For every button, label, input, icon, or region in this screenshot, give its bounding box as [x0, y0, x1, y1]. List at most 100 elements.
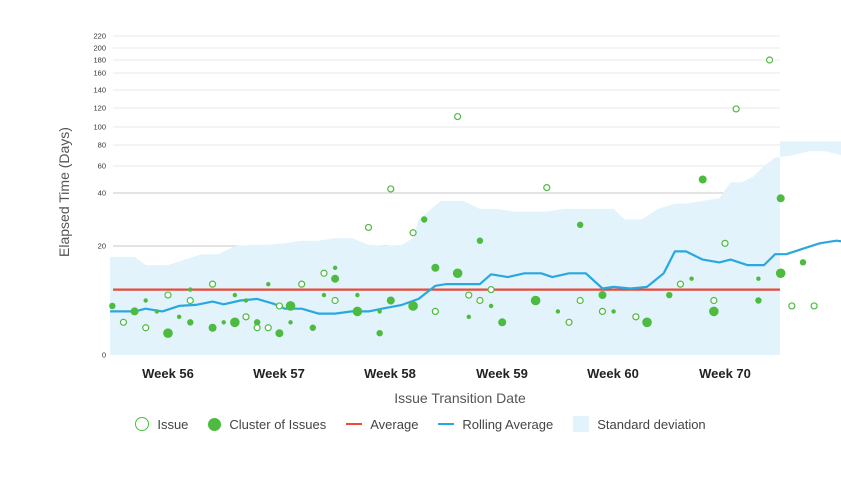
- small-issue-dot[interactable]: [756, 276, 761, 281]
- legend-average[interactable]: Average: [346, 417, 418, 432]
- cluster-point[interactable]: [352, 306, 363, 317]
- y-tick-label: 20: [98, 242, 106, 251]
- legend-rolling[interactable]: Rolling Average: [438, 417, 553, 432]
- issue-point[interactable]: [565, 318, 573, 326]
- small-issue-dot[interactable]: [488, 303, 494, 309]
- small-issue-dot[interactable]: [266, 281, 271, 287]
- small-issue-dot[interactable]: [332, 265, 338, 270]
- cluster-point[interactable]: [598, 291, 607, 300]
- cluster-point[interactable]: [755, 297, 762, 304]
- x-tick-label: Week 60: [587, 366, 639, 381]
- small-issue-dot[interactable]: [611, 309, 616, 314]
- cluster-point[interactable]: [230, 317, 240, 328]
- cluster-point[interactable]: [208, 323, 217, 332]
- small-issue-dot[interactable]: [154, 309, 160, 314]
- issue-point[interactable]: [721, 239, 729, 247]
- cluster-point[interactable]: [275, 329, 284, 338]
- x-axis-ticks: Week 56 Week 57 Week 58 Week 59 Week 60 Week …: [142, 366, 751, 381]
- small-issue-dot[interactable]: [188, 287, 193, 292]
- cluster-point[interactable]: [408, 301, 418, 311]
- small-issue-dot[interactable]: [321, 292, 327, 298]
- cluster-point[interactable]: [285, 301, 296, 311]
- cluster-point[interactable]: [431, 263, 440, 272]
- issue-point[interactable]: [732, 105, 740, 113]
- cluster-point[interactable]: [775, 268, 786, 279]
- issue-point[interactable]: [431, 307, 439, 315]
- issue-point[interactable]: [543, 184, 551, 192]
- issue-point[interactable]: [576, 296, 584, 305]
- issue-point[interactable]: [465, 291, 473, 299]
- y-tick-label: 160: [93, 69, 106, 78]
- x-tick-label: Week 56: [142, 366, 194, 381]
- cluster-point[interactable]: [530, 295, 541, 306]
- cluster-point[interactable]: [187, 319, 194, 326]
- small-issue-dot[interactable]: [288, 320, 293, 325]
- issue-point[interactable]: [810, 302, 818, 310]
- issue-point[interactable]: [476, 296, 484, 305]
- issue-point[interactable]: [242, 313, 250, 321]
- rolling-average-line: [110, 239, 841, 315]
- cluster-point[interactable]: [421, 216, 428, 223]
- cluster-point[interactable]: [386, 296, 395, 305]
- issue-point[interactable]: [142, 324, 150, 332]
- y-tick-label: 140: [93, 86, 106, 95]
- y-tick-label: 120: [93, 104, 106, 113]
- issue-point[interactable]: [208, 280, 217, 288]
- issue-point[interactable]: [487, 286, 495, 294]
- issue-point[interactable]: [298, 280, 306, 288]
- issue-point[interactable]: [264, 324, 272, 332]
- cluster-point[interactable]: [709, 306, 719, 317]
- small-issue-dot[interactable]: [221, 320, 226, 325]
- cluster-point[interactable]: [331, 274, 340, 283]
- issue-point[interactable]: [454, 112, 462, 121]
- issue-point[interactable]: [164, 291, 172, 299]
- issue-point[interactable]: [676, 280, 685, 288]
- issue-point[interactable]: [119, 318, 128, 326]
- issue-point[interactable]: [409, 229, 417, 237]
- issue-point[interactable]: [331, 296, 339, 305]
- cluster-point[interactable]: [776, 194, 785, 203]
- issue-point[interactable]: [710, 296, 718, 305]
- small-issue-dot[interactable]: [689, 276, 694, 281]
- issue-point[interactable]: [253, 324, 261, 332]
- y-tick-label: 180: [93, 56, 106, 65]
- cluster-point[interactable]: [376, 330, 383, 337]
- cluster-point[interactable]: [576, 221, 584, 228]
- cluster-point[interactable]: [799, 259, 807, 266]
- cluster-point[interactable]: [163, 328, 173, 339]
- y-tick-label: 100: [93, 123, 106, 132]
- legend-stddev[interactable]: Standard deviation: [573, 416, 706, 432]
- cluster-point[interactable]: [476, 237, 484, 244]
- small-issue-dot[interactable]: [377, 309, 382, 314]
- small-issue-dot[interactable]: [232, 292, 238, 298]
- cluster-point[interactable]: [253, 319, 261, 326]
- y-tick-label: 40: [98, 189, 106, 198]
- cluster-point[interactable]: [642, 317, 652, 328]
- issue-point[interactable]: [275, 302, 283, 310]
- cluster-point[interactable]: [109, 302, 116, 310]
- small-issue-dot[interactable]: [355, 292, 360, 298]
- cluster-point[interactable]: [309, 324, 317, 331]
- issue-point[interactable]: [387, 185, 395, 193]
- small-issue-dot[interactable]: [176, 314, 182, 320]
- issue-point[interactable]: [186, 296, 194, 305]
- cluster-point[interactable]: [666, 291, 673, 299]
- issue-point[interactable]: [320, 269, 328, 277]
- issue-point[interactable]: [364, 223, 373, 232]
- issue-point[interactable]: [788, 302, 796, 310]
- x-tick-label: Week 59: [476, 366, 528, 381]
- legend-cluster[interactable]: Cluster of Issues: [208, 417, 326, 432]
- cluster-point[interactable]: [498, 318, 507, 327]
- y-tick-label: 0: [102, 351, 106, 360]
- issue-point[interactable]: [632, 313, 640, 321]
- issue-point[interactable]: [765, 56, 774, 64]
- small-issue-dot[interactable]: [143, 298, 148, 303]
- legend-issue[interactable]: Issue: [135, 417, 188, 432]
- cluster-point[interactable]: [130, 307, 139, 316]
- small-issue-dot[interactable]: [555, 309, 561, 314]
- cluster-point[interactable]: [452, 268, 463, 279]
- small-issue-dot[interactable]: [243, 298, 249, 303]
- cluster-point[interactable]: [698, 175, 707, 184]
- small-issue-dot[interactable]: [466, 314, 471, 320]
- issue-point[interactable]: [598, 307, 607, 315]
